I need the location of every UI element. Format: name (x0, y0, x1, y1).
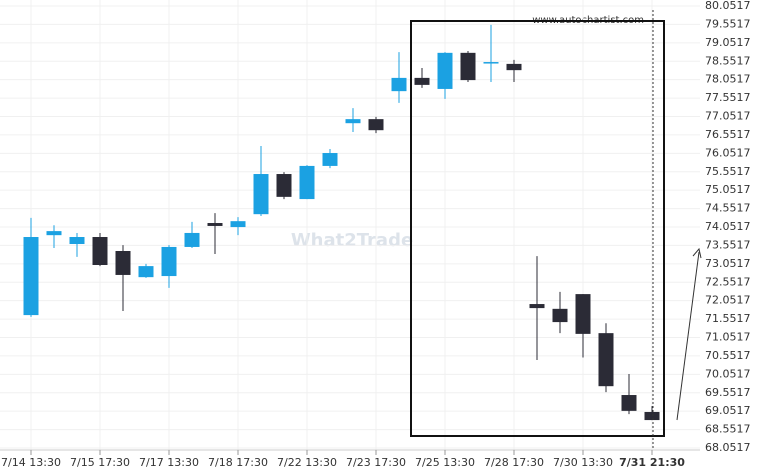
candle-body (506, 63, 522, 71)
candle-body (299, 165, 315, 200)
x-tick-label: 7/15 17:30 (70, 456, 130, 469)
candle-body (138, 266, 154, 278)
y-tick-label: 77.5517 (705, 91, 751, 104)
watermark: What2Trade (291, 230, 413, 251)
candle-body (161, 246, 177, 277)
candle-body (483, 62, 499, 64)
y-tick-label: 74.5517 (705, 202, 751, 215)
pattern-box (410, 20, 665, 437)
y-tick-label: 69.0517 (705, 404, 751, 417)
x-tick-label: 7/28 17:30 (484, 456, 544, 469)
y-tick-label: 76.5517 (705, 128, 751, 141)
x-tick-label: 7/30 13:30 (553, 456, 613, 469)
candle-body (276, 174, 292, 197)
y-tick-label: 68.5517 (705, 423, 751, 436)
x-tick-label: 7/18 17:30 (208, 456, 268, 469)
candle-body (207, 223, 223, 226)
candle-body (644, 411, 660, 421)
candle-body (253, 174, 269, 215)
x-tick-label: 7/22 13:30 (277, 456, 337, 469)
y-tick-label: 75.5517 (705, 165, 751, 178)
y-tick-label: 73.5517 (705, 238, 751, 251)
candle-body (230, 221, 246, 228)
candle-body (598, 333, 614, 387)
y-tick-label: 73.0517 (705, 257, 751, 270)
candle-body (391, 77, 407, 92)
y-tick-label: 78.0517 (705, 73, 751, 86)
candle-body (69, 237, 85, 245)
y-tick-label: 68.0517 (705, 441, 751, 454)
candle-body (414, 77, 430, 85)
y-tick-label: 69.5517 (705, 386, 751, 399)
x-tick-label: 7/17 13:30 (139, 456, 199, 469)
candle-body (23, 237, 39, 316)
forecast-arrow (676, 251, 700, 421)
y-tick-label: 70.5517 (705, 349, 751, 362)
candle-body (115, 251, 131, 275)
y-tick-label: 72.5517 (705, 275, 751, 288)
y-tick-label: 78.5517 (705, 54, 751, 67)
y-tick-label: 76.0517 (705, 146, 751, 159)
candle-body (621, 395, 637, 411)
candle-body (529, 304, 545, 309)
y-tick-label: 80.0517 (705, 0, 751, 12)
y-tick-label: 74.0517 (705, 220, 751, 233)
candle-body (437, 52, 453, 89)
x-tick-label: 7/31 21:30 (619, 456, 685, 469)
candle-body (552, 308, 568, 323)
candle-body (322, 153, 338, 166)
candle-body (575, 294, 591, 334)
candle-body (184, 232, 200, 247)
x-tick-label: 7/23 17:30 (346, 456, 406, 469)
x-tick-label: 7/25 13:30 (415, 456, 475, 469)
candle-body (92, 237, 108, 266)
candle-body (460, 52, 476, 81)
plot: 68.0517 68.5517 69.0517 69.5517 70.0517 70.55… (0, 0, 751, 469)
y-tick-label: 79.0517 (705, 36, 751, 49)
candle-body (46, 231, 62, 236)
y-tick-label: 70.0517 (705, 367, 751, 380)
y-tick-label: 72.0517 (705, 294, 751, 307)
candle-body (368, 119, 384, 131)
y-tick-label: 75.0517 (705, 183, 751, 196)
y-tick-label: 71.0517 (705, 331, 751, 344)
x-tick-label: 7/14 13:30 (1, 456, 61, 469)
y-tick-label: 79.5517 (705, 17, 751, 30)
candle-body (345, 119, 361, 124)
y-tick-label: 77.0517 (705, 110, 751, 123)
y-tick-label: 71.5517 (705, 312, 751, 325)
arrow-head (692, 247, 702, 259)
